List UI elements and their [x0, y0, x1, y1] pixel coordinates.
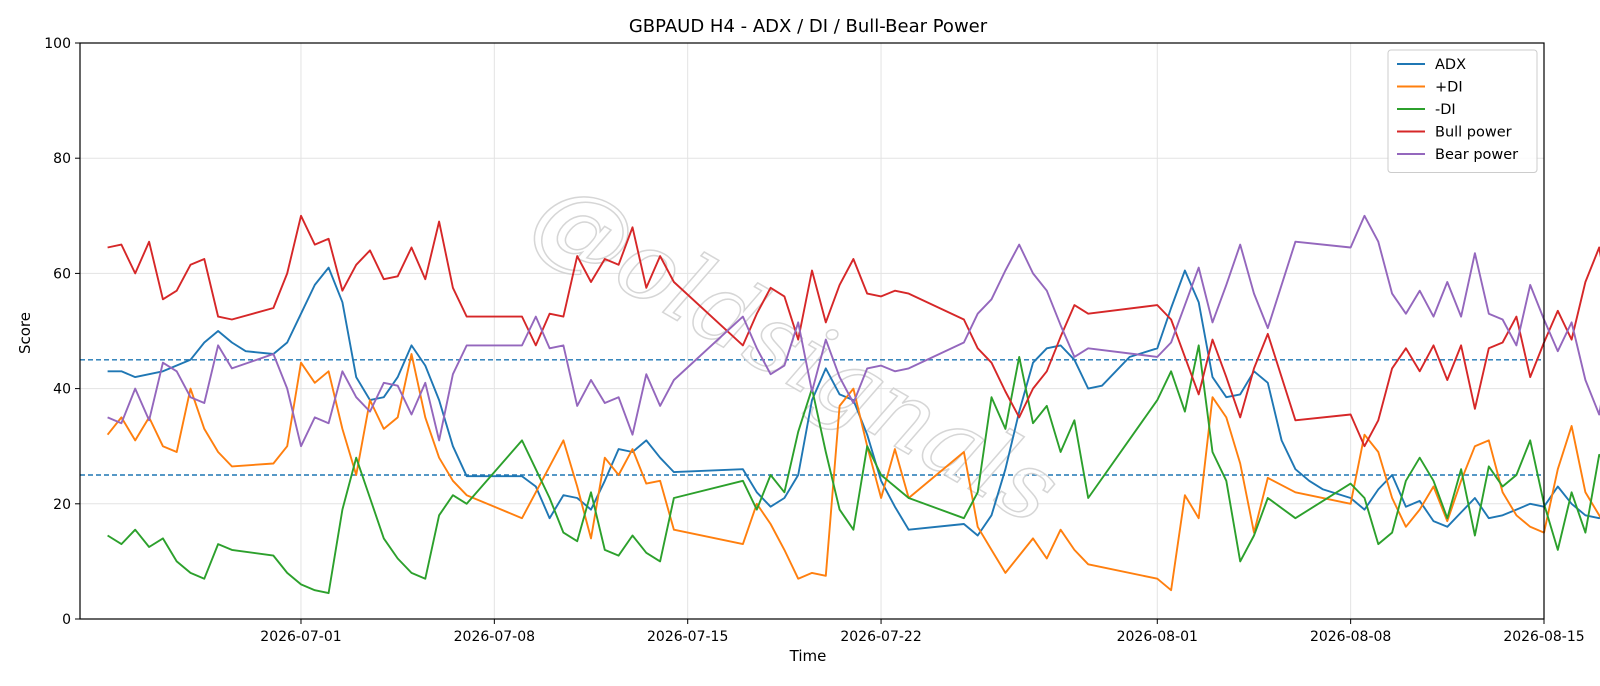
x-tick-label: 2026-07-01 — [260, 629, 341, 645]
series-line-di — [107, 344, 1600, 595]
x-axis-label: Time — [789, 647, 827, 665]
y-tick-label: 20 — [53, 497, 71, 513]
series-line-bull-power — [107, 214, 1600, 448]
y-tick-label: 80 — [53, 151, 71, 167]
series-line-bear-power — [107, 214, 1600, 448]
y-tick-label: 100 — [44, 36, 71, 52]
series-line-adx — [107, 266, 1600, 537]
legend: ADX +DI -DI Bull power Bear power — [1387, 49, 1538, 173]
y-axis-label: Score — [16, 312, 34, 354]
series-line-di — [106, 353, 1600, 592]
x-tick-label: 2026-07-15 — [647, 629, 728, 645]
legend-box — [1387, 49, 1538, 173]
series-lines — [106, 214, 1600, 595]
reference-lines — [80, 359, 1544, 476]
plot-area-frame — [79, 42, 1545, 620]
legend-label: ADX — [1435, 57, 1466, 73]
chart-title: GBPAUD H4 - ADX / DI / Bull-Bear Power — [629, 16, 988, 37]
x-tick-label: 2026-07-22 — [840, 629, 921, 645]
x-tick-label: 2026-08-08 — [1310, 629, 1391, 645]
x-tick-label: 2026-07-08 — [454, 629, 535, 645]
y-axis-ticks: 0 20 40 60 80 100 — [44, 36, 80, 628]
y-tick-label: 60 — [53, 266, 71, 282]
legend-label: Bear power — [1435, 147, 1518, 163]
legend-label: Bull power — [1435, 125, 1512, 141]
x-tick-label: 2026-08-01 — [1117, 629, 1198, 645]
y-tick-label: 40 — [53, 382, 71, 398]
x-tick-label: 2026-08-15 — [1503, 629, 1584, 645]
y-tick-label: 0 — [62, 612, 71, 628]
legend-label: +DI — [1435, 80, 1463, 96]
legend-label: -DI — [1435, 102, 1456, 118]
x-axis-ticks: 2026-07-01 2026-07-08 2026-07-15 2026-07-22… — [260, 619, 1585, 645]
